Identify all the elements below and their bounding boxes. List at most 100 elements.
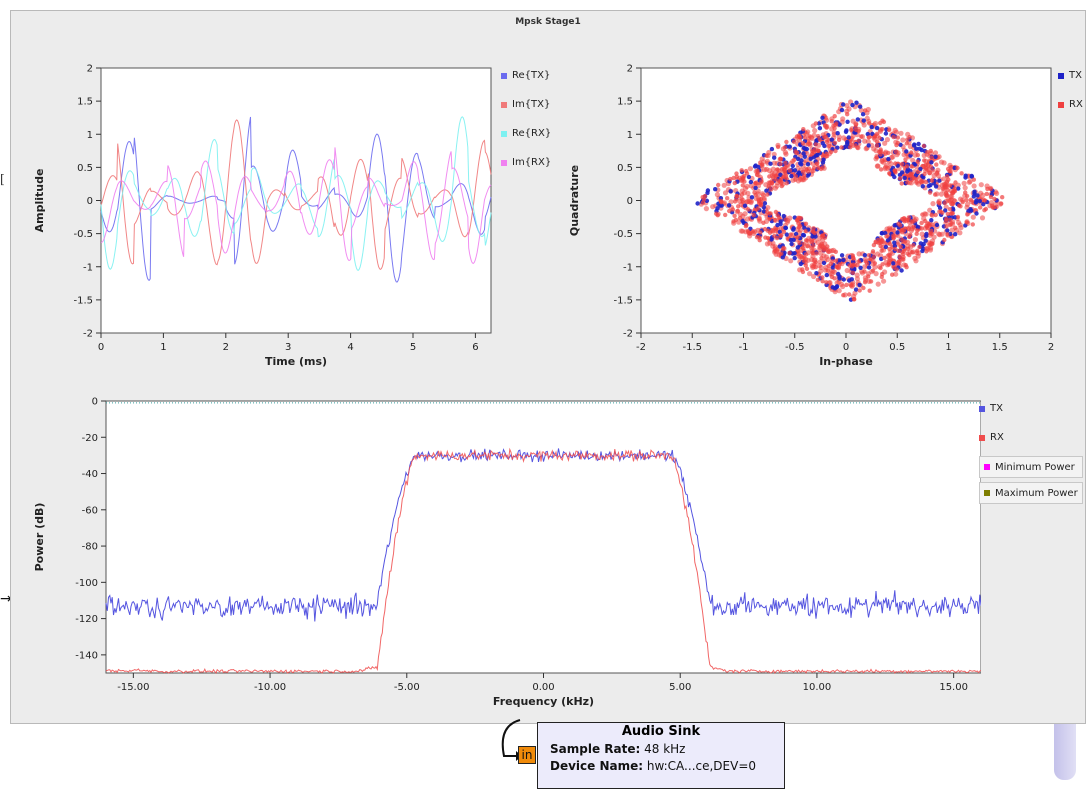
rx-point [811, 243, 816, 248]
rx-point [901, 216, 907, 221]
rx-point [849, 127, 854, 133]
rx-point [880, 262, 885, 267]
tx-point [821, 260, 827, 266]
rx-point [739, 196, 744, 201]
qt-gui-window[interactable]: Mpsk Stage1 0 1 2 3 4 5 6 2 1.5 1 0.5 0 -0.5 -1 -1.5 -2… [10, 10, 1086, 724]
tx-point [866, 143, 871, 148]
rx-point [805, 257, 811, 263]
legend-item-tx[interactable]: TX [979, 394, 1083, 423]
rx-point [879, 157, 885, 163]
rx-point [818, 268, 824, 274]
minimum-power-button[interactable]: Minimum Power [979, 456, 1083, 478]
x-tick-label: 15.00 [939, 682, 968, 693]
rx-point [881, 278, 887, 284]
legend-item-re-tx[interactable]: Re{TX} [501, 61, 551, 90]
tx-point [869, 124, 874, 130]
tx-point [934, 222, 940, 228]
rx-point [748, 183, 754, 189]
legend-item-re-rx[interactable]: Re{RX} [501, 119, 551, 148]
rx-point [812, 128, 818, 134]
rx-point [925, 150, 930, 155]
tx-point [918, 166, 923, 172]
rx-point [945, 188, 950, 193]
audio-sink-input-port[interactable]: in [518, 746, 536, 764]
tx-point [891, 261, 896, 266]
tx-point [923, 238, 928, 243]
rx-point [947, 207, 953, 212]
rx-point [911, 243, 916, 248]
rx-point [873, 271, 879, 277]
rx-point [905, 246, 910, 252]
y-tick-label: -40 [82, 469, 98, 480]
tx-point [728, 189, 733, 194]
rx-point [816, 263, 822, 269]
rx-point [796, 133, 802, 138]
rx-point [797, 215, 802, 221]
rx-point [971, 183, 977, 189]
rx-point [982, 208, 987, 213]
rx-point [778, 156, 783, 161]
rx-point [945, 211, 950, 217]
audio-sink-block[interactable]: Audio Sink Sample Rate: 48 kHz Device Na… [537, 722, 785, 789]
rx-point [806, 166, 812, 171]
rx-point [745, 216, 751, 222]
rx-point [856, 128, 861, 134]
rx-point [950, 201, 956, 206]
rx-point [923, 211, 929, 217]
y-tick-label: -1 [623, 262, 633, 273]
legend-item-rx[interactable]: RX [979, 423, 1083, 452]
rx-point [890, 154, 896, 160]
rx-point [818, 243, 823, 248]
rx-point [781, 174, 786, 180]
maximum-power-button[interactable]: Maximum Power [979, 482, 1083, 504]
rx-point [970, 214, 976, 220]
rx-point [887, 246, 892, 252]
rx-point [755, 206, 761, 211]
legend-item-im-tx[interactable]: Im{TX} [501, 90, 551, 119]
rx-point [736, 204, 741, 209]
rx-point [836, 134, 842, 140]
legend-item-im-rx[interactable]: Im{RX} [501, 148, 551, 177]
x-tick-label: 0.00 [532, 682, 554, 693]
y-tick-label: -120 [75, 614, 98, 625]
tx-point [817, 126, 823, 131]
tx-point [862, 253, 868, 258]
rx-point [899, 161, 905, 167]
tx-point [845, 119, 850, 124]
rx-point [850, 255, 856, 260]
y-tick-label: -20 [82, 433, 98, 444]
legend-item-tx[interactable]: TX [1058, 61, 1083, 90]
rx-point [899, 181, 904, 186]
rx-point [947, 222, 953, 228]
rx-point [757, 238, 762, 243]
legend-item-rx[interactable]: RX [1058, 90, 1083, 119]
time-plot[interactable]: 0 1 2 3 4 5 6 2 1.5 1 0.5 0 -0.5 -1 -1.5 -2 Time (ms) Amp… [31, 56, 501, 386]
rx-point [840, 116, 846, 122]
y-tick-label: 0.5 [77, 163, 93, 174]
frequency-plot[interactable]: -15.00 -10.00 -5.00 0.00 5.00 10.00 15.00 0 -20 -… [31, 389, 981, 719]
rx-point [861, 285, 866, 291]
rx-point [948, 211, 954, 216]
x-tick-label: 1 [160, 342, 166, 353]
rx-point [961, 180, 967, 186]
rx-point [743, 224, 749, 229]
x-tick-label: 3 [285, 342, 291, 353]
tx-point [885, 238, 891, 243]
tx-point [883, 131, 889, 136]
rx-point [779, 183, 784, 189]
rx-point [747, 166, 753, 172]
y-tick-label: -0.5 [613, 229, 633, 240]
rx-point [919, 220, 924, 226]
legend-label: Im{RX} [512, 157, 552, 168]
constellation-plot[interactable]: -2 -1.5 -1 -0.5 0 0.5 1 1.5 2 2 1.5 1 0.5 0 -0.5 -1 -1.5… [566, 56, 1056, 386]
rx-point [992, 196, 997, 202]
y-tick-label: 1 [87, 130, 93, 141]
legend-swatch [1058, 101, 1064, 108]
rx-point [857, 288, 862, 293]
rx-point [873, 240, 878, 245]
rx-point [739, 168, 744, 173]
rx-point [878, 243, 883, 249]
rx-point [927, 190, 933, 195]
rx-point [919, 226, 924, 231]
rx-point [887, 241, 893, 247]
